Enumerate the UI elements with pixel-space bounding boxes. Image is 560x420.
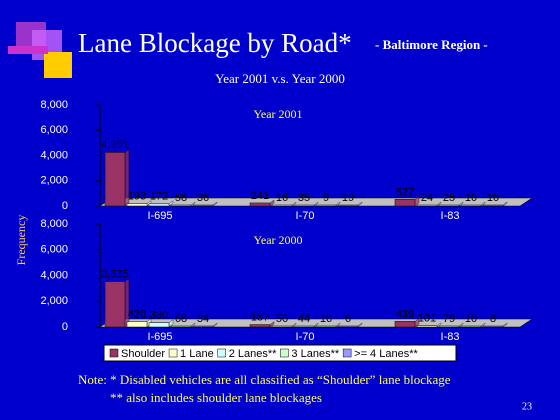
- data-label: 193: [128, 190, 146, 202]
- bar: [337, 204, 359, 207]
- bar: [104, 281, 126, 328]
- x-tick-label: I-70: [296, 210, 315, 222]
- bar: [416, 325, 438, 328]
- legend-label: 1 Lane: [180, 348, 214, 360]
- legend: [103, 344, 457, 362]
- data-label: 187: [251, 311, 269, 323]
- data-label: 101: [418, 313, 436, 325]
- bar: [293, 325, 315, 328]
- y-axis-label: Frequency: [14, 215, 28, 266]
- bar: [293, 204, 315, 207]
- data-label: 527: [396, 186, 414, 198]
- data-label: 35: [298, 192, 310, 204]
- y-tick-label: 2,000: [40, 295, 68, 307]
- x-tick-label: I-695: [147, 210, 172, 222]
- bar: [438, 325, 460, 328]
- bar: [315, 325, 337, 328]
- note: ** also includes shoulder lane blockages: [110, 390, 322, 405]
- data-label: 10: [465, 313, 477, 325]
- bar: [394, 199, 416, 207]
- data-label: 439: [396, 308, 414, 320]
- data-label: 16: [276, 192, 288, 204]
- legend-label: Shoulder: [121, 348, 165, 360]
- bar: [394, 321, 416, 328]
- bar: [416, 204, 438, 207]
- data-label: 9: [323, 192, 329, 204]
- bar: [104, 152, 126, 207]
- data-label: 34: [197, 313, 209, 325]
- subtitle: Year 2001 v.s. Year 2000: [215, 71, 345, 86]
- note: Note: * Disabled vehicles are all classi…: [78, 372, 451, 387]
- data-label: 4,251: [101, 139, 129, 151]
- legend-swatch: [342, 348, 352, 358]
- bar: [438, 204, 460, 207]
- data-label: 16: [320, 313, 332, 325]
- bar: [271, 204, 293, 207]
- bar: [192, 325, 214, 328]
- bar: [148, 203, 170, 207]
- data-label: 10: [487, 192, 499, 204]
- data-label: 330: [150, 310, 168, 322]
- data-label: 24: [421, 192, 433, 204]
- bar: [192, 204, 214, 207]
- data-label: 79: [443, 313, 455, 325]
- y-tick-label: 8,000: [40, 218, 68, 230]
- bar: [460, 325, 482, 328]
- legend-label: >= 4 Lanes**: [354, 348, 418, 360]
- data-label: 6: [345, 313, 351, 325]
- region: - Baltimore Region -: [375, 37, 488, 52]
- decor: [44, 52, 72, 78]
- decor: [8, 46, 48, 54]
- bar: [126, 203, 148, 207]
- legend-swatch: [217, 348, 226, 358]
- y-tick-label: 2,000: [40, 175, 68, 187]
- data-label: 10: [465, 192, 477, 204]
- y-tick-label: 8,000: [40, 99, 68, 111]
- bar: [315, 204, 337, 207]
- data-label: 58: [175, 192, 187, 204]
- legend-swatch: [280, 348, 289, 358]
- data-label: 8: [490, 313, 496, 325]
- legend-label: 3 Lanes**: [291, 348, 339, 360]
- data-label: 172: [150, 191, 168, 203]
- bar: [460, 204, 482, 207]
- bar: [482, 325, 504, 328]
- bar: [126, 321, 148, 328]
- bar: [482, 204, 504, 207]
- data-label: 241: [251, 190, 269, 202]
- bar: [249, 324, 271, 328]
- title: Lane Blockage by Road*: [78, 28, 352, 58]
- y-tick-label: 4,000: [40, 269, 68, 281]
- bar: [337, 325, 359, 328]
- x-tick-label: I-70: [296, 331, 315, 343]
- y-tick-label: 0: [62, 321, 68, 333]
- page-number: 23: [522, 401, 532, 412]
- x-tick-label: I-83: [441, 210, 460, 222]
- y-tick-label: 6,000: [40, 244, 68, 256]
- y-tick-label: 6,000: [40, 124, 68, 136]
- bar: [148, 322, 170, 328]
- legend-swatch: [168, 348, 178, 358]
- bar: [271, 325, 293, 328]
- data-label: 19: [342, 192, 354, 204]
- y-tick-label: 0: [62, 200, 68, 212]
- y-tick-label: 4,000: [40, 149, 68, 161]
- chart-title: Year 2000: [253, 233, 302, 247]
- x-tick-label: I-83: [441, 331, 460, 343]
- legend-swatch: [109, 348, 119, 358]
- data-label: 3,535: [101, 268, 129, 280]
- data-label: 44: [298, 313, 310, 325]
- data-label: 36: [197, 192, 209, 204]
- chart-title: Year 2001: [253, 107, 302, 121]
- bar: [170, 325, 192, 328]
- data-label: 56: [276, 313, 288, 325]
- data-label: 68: [175, 313, 187, 325]
- bar: [170, 204, 192, 207]
- data-label: 420: [128, 308, 146, 320]
- x-tick-label: I-695: [147, 331, 172, 343]
- bar: [249, 202, 271, 207]
- data-label: 25: [443, 192, 455, 204]
- legend-label: 2 Lanes**: [229, 348, 277, 360]
